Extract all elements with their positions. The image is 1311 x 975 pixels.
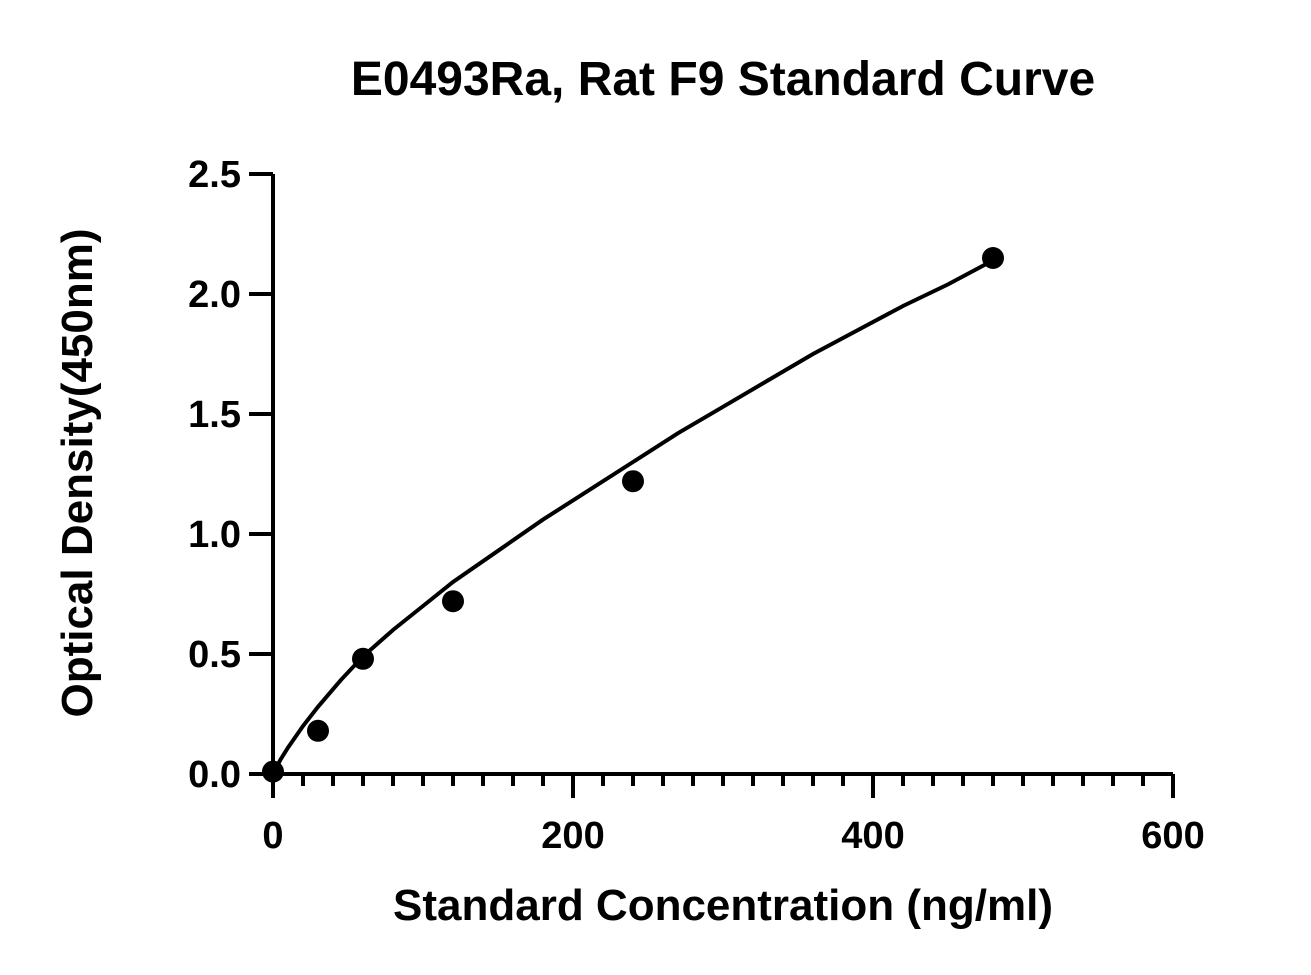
tick-labels: 0.0 0.5 1.0 1.5 2.0 2.5 0 200 400 600	[188, 154, 1205, 857]
y-tick-label: 1.5	[188, 394, 241, 436]
data-points-layer	[262, 247, 1004, 783]
fit-curve-layer	[271, 258, 994, 775]
tick-marks	[249, 172, 1175, 798]
y-tick-label: 2.5	[188, 154, 241, 196]
x-tick-label: 400	[841, 815, 904, 857]
y-tick-label: 1.0	[188, 514, 241, 556]
y-tick-label: 0.0	[188, 754, 241, 796]
x-axis-label: Standard Concentration (ng/ml)	[393, 881, 1053, 930]
chart-title: E0493Ra, Rat F9 Standard Curve	[351, 53, 1095, 106]
y-axis-label: Optical Density(450nm)	[53, 228, 102, 717]
data-point	[262, 760, 284, 783]
y-tick-label: 2.0	[188, 274, 241, 316]
fit-curve	[271, 258, 994, 775]
data-point	[622, 470, 644, 493]
y-tick-label: 0.5	[188, 634, 241, 676]
x-tick-label: 0	[262, 815, 283, 857]
x-tick-label: 200	[541, 815, 604, 857]
data-point	[352, 647, 374, 670]
data-point	[442, 590, 464, 613]
x-tick-label: 600	[1141, 815, 1204, 857]
axes	[271, 174, 1173, 776]
data-point	[982, 247, 1004, 269]
data-point	[307, 719, 329, 742]
